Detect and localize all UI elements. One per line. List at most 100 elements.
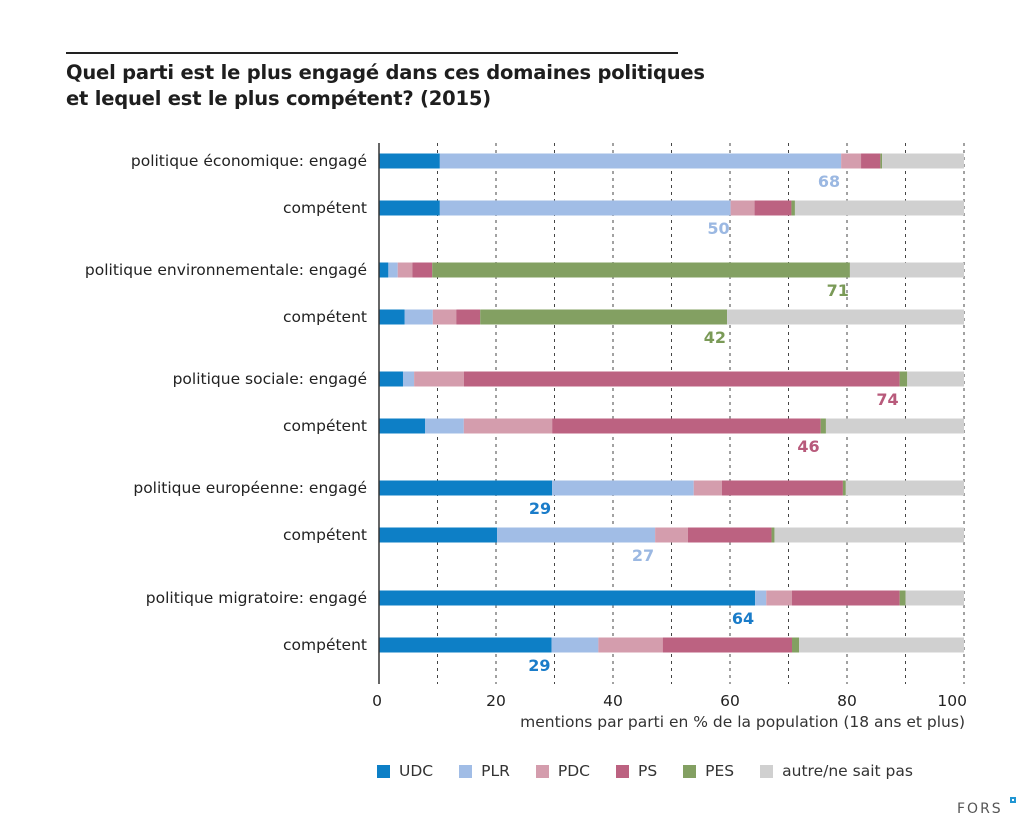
legend-item: PES <box>683 762 734 780</box>
x-tick-label: 60 <box>720 692 740 710</box>
bar-segment-udc <box>379 527 498 543</box>
x-tick-label: 20 <box>486 692 506 710</box>
data-label: 46 <box>797 437 819 456</box>
bar-segment-udc <box>379 262 389 278</box>
bar-segment-pdc <box>414 371 464 387</box>
fors-logo-mark-icon <box>1010 797 1016 803</box>
category-label: compétent <box>283 636 367 654</box>
legend-swatch-icon <box>535 764 549 778</box>
data-label: 64 <box>732 609 754 628</box>
bar-segment-ps <box>412 262 433 278</box>
bar-segment-autre-ne-sait-pas <box>727 309 964 325</box>
bar-row <box>379 371 964 387</box>
data-label: 29 <box>528 656 550 675</box>
bar-segment-pes <box>432 262 850 278</box>
bar-segment-pdc <box>463 418 553 434</box>
bar-segment-ps <box>861 153 881 169</box>
bar-segment-pes <box>899 371 908 387</box>
bar-segment-pes <box>899 590 906 606</box>
legend-item: autre/ne sait pas <box>760 762 913 780</box>
bar-segment-pes <box>792 637 800 653</box>
bar-segment-plr <box>552 480 694 496</box>
bar-row <box>379 262 964 278</box>
bar-segment-ps <box>552 418 821 434</box>
data-label: 50 <box>707 219 729 238</box>
bar-segment-pes <box>791 200 795 216</box>
bar-row <box>379 637 964 653</box>
category-label: politique sociale: engagé <box>173 370 367 388</box>
legend-swatch-icon <box>377 764 390 778</box>
bar-segment-plr <box>497 527 656 543</box>
bar-segment-pdc <box>397 262 413 278</box>
bar-segment-pdc <box>655 527 688 543</box>
bar-row <box>379 309 964 325</box>
legend-label: PDC <box>557 762 590 780</box>
x-tick-label: 80 <box>837 692 857 710</box>
legend-label: autre/ne sait pas <box>782 762 913 780</box>
fors-logo: FORS <box>957 801 1003 817</box>
bar-segment-pdc <box>693 480 722 496</box>
legend-swatch-icon <box>760 764 774 778</box>
legend-label: UDC <box>399 762 434 780</box>
x-axis-label: mentions par parti en % de la population… <box>520 713 965 731</box>
category-label: politique migratoire: engagé <box>146 589 367 607</box>
x-tick-label: 40 <box>603 692 623 710</box>
bar-segment-pes <box>820 418 826 434</box>
bar-segment-ps <box>456 309 481 325</box>
stacked-bar-chart: politique économique: engagé compétent pol… <box>85 143 967 731</box>
bar-row <box>379 480 964 496</box>
category-label: politique économique: engagé <box>131 152 367 170</box>
chart-title-line-1: Quel parti est le plus engagé dans ces d… <box>66 61 705 84</box>
bar-segment-pdc <box>766 590 793 606</box>
category-label: compétent <box>283 308 367 326</box>
x-tick-label: 100 <box>937 692 967 710</box>
legend-label: PES <box>705 762 735 780</box>
bar-segment-pes <box>880 153 883 169</box>
bar-segment-udc <box>379 153 440 169</box>
bar-segment-udc <box>379 418 426 434</box>
category-label: compétent <box>283 199 367 217</box>
bar-row <box>379 590 964 606</box>
category-label: compétent <box>283 526 367 544</box>
category-label: politique environnementale: engagé <box>85 261 367 279</box>
bar-row <box>379 418 964 434</box>
x-tick-label: 0 <box>372 692 382 710</box>
data-label: 42 <box>704 328 726 347</box>
legend-label: PLR <box>481 762 510 780</box>
bar-segment-udc <box>379 371 403 387</box>
bar-segment-pdc <box>598 637 663 653</box>
bar-segment-autre-ne-sait-pas <box>845 480 964 496</box>
bar-segment-autre-ne-sait-pas <box>907 371 964 387</box>
bar-row <box>379 527 964 543</box>
category-label: compétent <box>283 417 367 435</box>
bar-segment-udc <box>379 309 405 325</box>
data-label: 29 <box>529 499 551 518</box>
bar-segment-autre-ne-sait-pas <box>905 590 964 606</box>
bar-row <box>379 153 964 169</box>
bar-segment-ps <box>754 200 792 216</box>
bar-segment-autre-ne-sait-pas <box>882 153 964 169</box>
bar-segment-autre-ne-sait-pas <box>799 637 964 653</box>
bar-segment-ps <box>662 637 793 653</box>
data-label: 27 <box>632 546 654 565</box>
legend: UDC PLR PDC PS PES autre/ne sait pas <box>377 762 939 780</box>
data-label: 71 <box>827 281 849 300</box>
bar-segment-pdc <box>841 153 862 169</box>
bar-segment-autre-ne-sait-pas <box>849 262 964 278</box>
bar-segment-autre-ne-sait-pas <box>825 418 964 434</box>
bar-segment-pdc <box>432 309 457 325</box>
bar-segment-plr <box>755 590 767 606</box>
bar-segment-autre-ne-sait-pas <box>794 200 964 216</box>
legend-swatch-icon <box>615 764 629 778</box>
bar-segment-plr <box>439 200 731 216</box>
data-label: 74 <box>876 390 898 409</box>
title-rule <box>66 52 678 54</box>
bar-segment-ps <box>687 527 772 543</box>
bar-segment-plr <box>439 153 842 169</box>
data-label: 68 <box>818 172 840 191</box>
bar-segment-udc <box>379 200 440 216</box>
legend-swatch-icon <box>459 764 473 778</box>
bar-segment-pdc <box>730 200 755 216</box>
bar-segment-autre-ne-sait-pas <box>774 527 964 543</box>
bar-segment-plr <box>388 262 398 278</box>
